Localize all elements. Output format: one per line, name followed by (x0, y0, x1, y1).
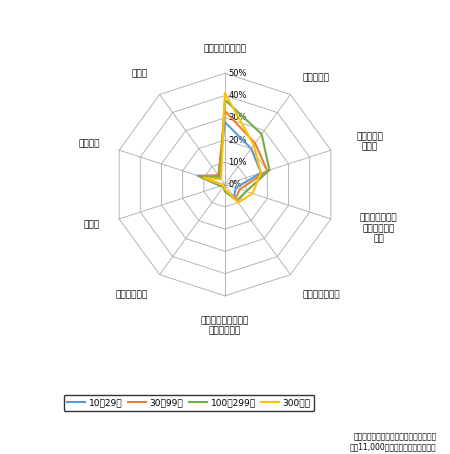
Text: 10%: 10% (228, 158, 247, 167)
Text: その他: その他 (84, 221, 100, 230)
Text: 貨物車の出入り
等への住民の
苦情: 貨物車の出入り 等への住民の 苦情 (360, 213, 397, 243)
Text: 周辺道路の混雑: 周辺道路の混雑 (302, 291, 340, 300)
Text: 特に無し: 特に無し (79, 139, 100, 148)
Text: 歩道の未整備: 歩道の未整備 (116, 291, 148, 300)
Text: 施設老朽化: 施設老朽化 (302, 74, 329, 83)
Text: 資料：物流基礎調査（意向アンケート）
（約11,000事業所のサンプル集計）: 資料：物流基礎調査（意向アンケート） （約11,000事業所のサンプル集計） (350, 432, 436, 452)
Text: 0%: 0% (228, 180, 242, 189)
Text: 50%: 50% (228, 69, 247, 78)
Text: 用地・施設が手狭: 用地・施設が手狭 (203, 44, 247, 53)
Text: 地代・賃料
の負担: 地代・賃料 の負担 (356, 132, 383, 152)
Text: 高速道路や幹線道路
へのアクセス: 高速道路や幹線道路 へのアクセス (201, 316, 249, 336)
Text: 無回答: 無回答 (132, 69, 148, 78)
Text: 20%: 20% (228, 136, 247, 144)
Text: 30%: 30% (228, 114, 247, 122)
Legend: 10～29人, 30～99人, 100～299人, 300人～: 10～29人, 30～99人, 100～299人, 300人～ (64, 395, 314, 411)
Text: 40%: 40% (228, 91, 247, 100)
